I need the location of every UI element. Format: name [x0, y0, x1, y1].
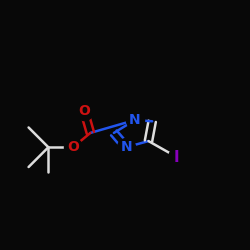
- Text: N: N: [120, 140, 132, 154]
- Text: O: O: [67, 140, 79, 154]
- Text: N: N: [129, 113, 141, 127]
- Text: I: I: [174, 150, 180, 165]
- Text: O: O: [78, 104, 90, 118]
